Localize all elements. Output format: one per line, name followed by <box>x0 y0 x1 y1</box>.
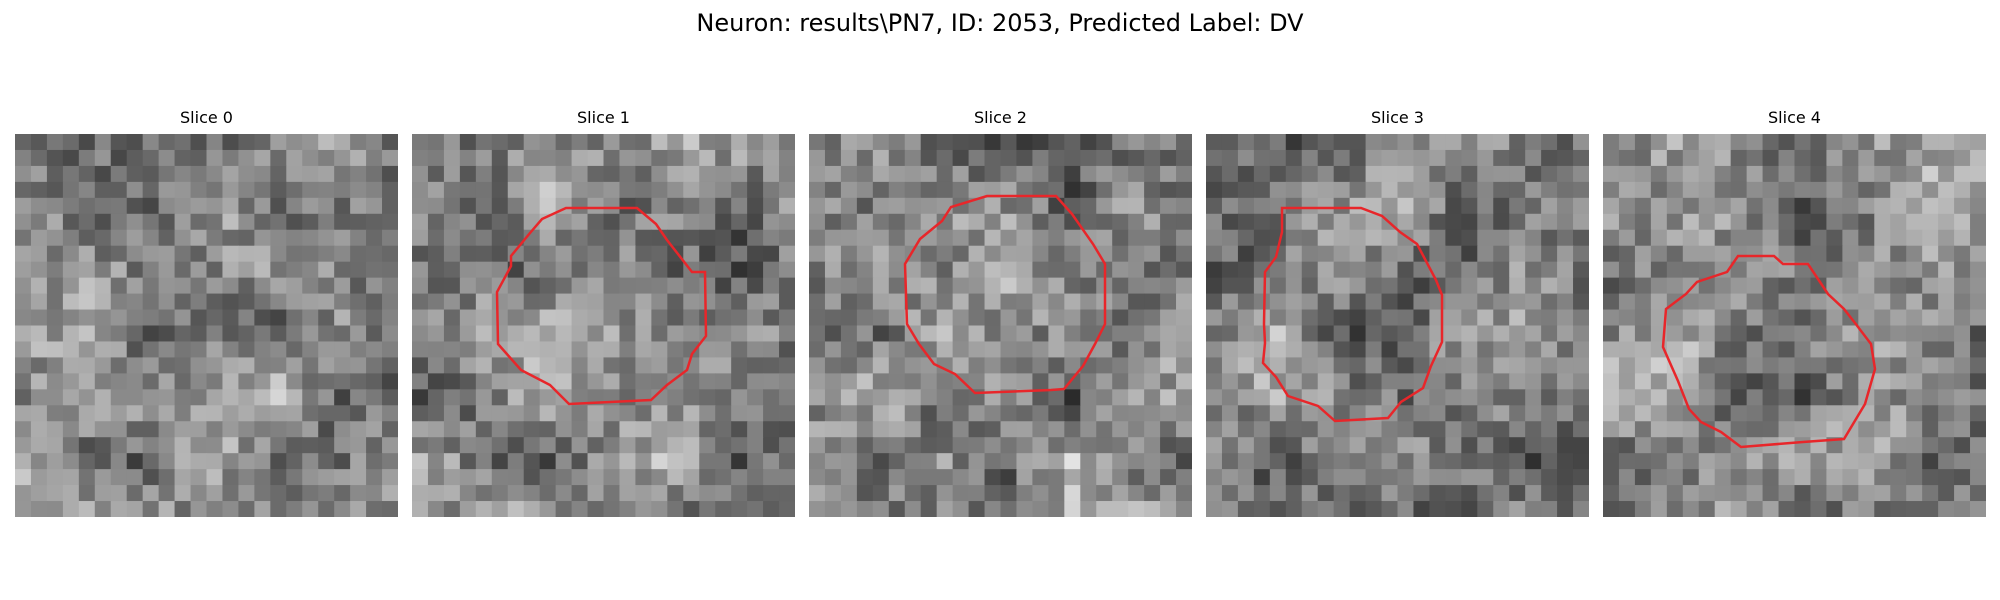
roi-contour-2 <box>903 194 1107 395</box>
roi-contour-3 <box>1261 206 1444 423</box>
figure-title: Neuron: results\PN7, ID: 2053, Predicted… <box>696 9 1304 37</box>
slice-title-4: Slice 4 <box>1768 108 1821 127</box>
slice-pixels-2 <box>809 134 1192 517</box>
slice-pixels-4 <box>1603 134 1986 517</box>
slice-pixels-3 <box>1206 134 1589 517</box>
slice-image-4 <box>1603 134 1986 517</box>
slice-image-2 <box>809 134 1192 517</box>
slice-image-1 <box>412 134 795 517</box>
slice-title-0: Slice 0 <box>180 108 233 127</box>
slice-title-2: Slice 2 <box>974 108 1027 127</box>
slice-image-0 <box>15 134 398 517</box>
slice-pixels-1 <box>412 134 795 517</box>
slice-title-3: Slice 3 <box>1371 108 1424 127</box>
slice-pixels-0 <box>15 134 398 517</box>
roi-contour-4 <box>1661 254 1877 449</box>
roi-contour-1 <box>495 206 708 406</box>
slice-title-1: Slice 1 <box>577 108 630 127</box>
slice-image-3 <box>1206 134 1589 517</box>
